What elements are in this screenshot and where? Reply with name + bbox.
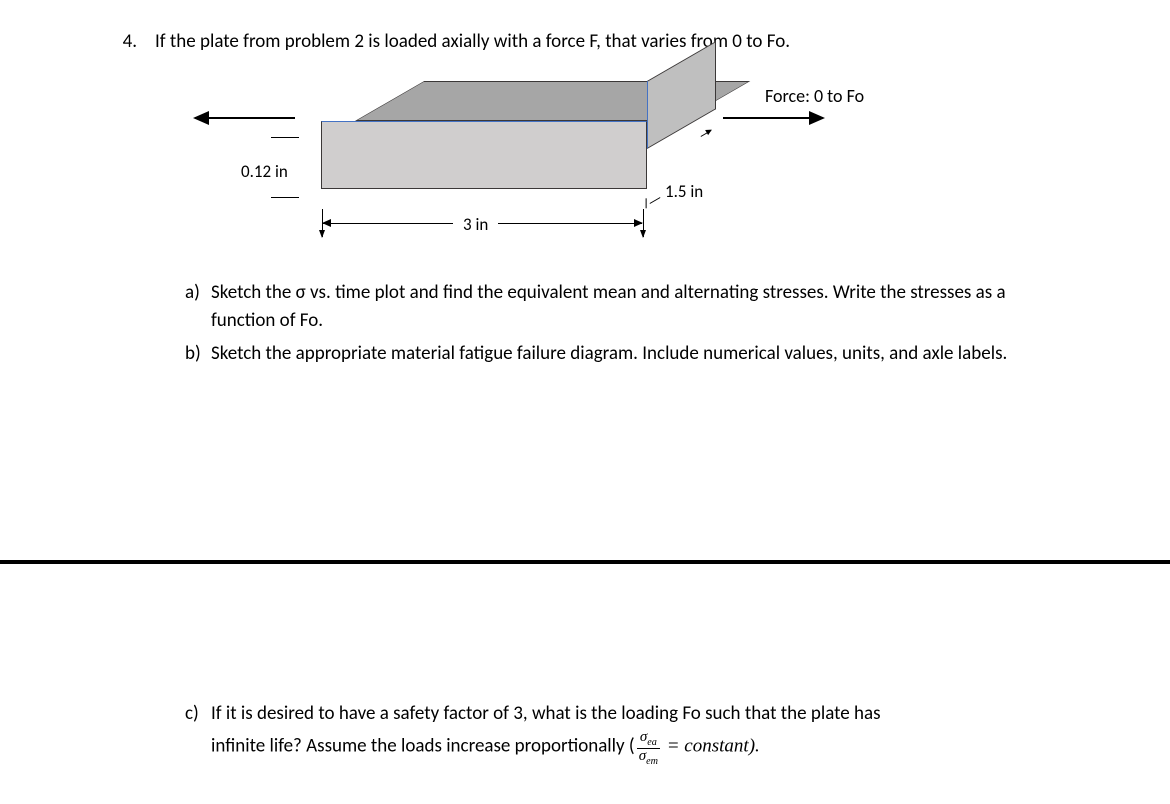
depth-label: 1.5 in <box>665 181 703 202</box>
part-letter: c) <box>185 700 211 766</box>
part-letter: a) <box>185 279 211 334</box>
part-a: a) Sketch the σ vs. time plot and find t… <box>185 279 1055 334</box>
problem-number: 4. <box>115 30 145 53</box>
problem-stem: 4. If the plate from problem 2 is loaded… <box>115 30 1055 53</box>
right-force-arrow <box>723 117 823 119</box>
width-tick <box>643 209 644 237</box>
width-label: 3 in <box>453 214 498 235</box>
fraction: σeaσem <box>637 730 660 768</box>
parts-list: a) Sketch the σ vs. time plot and find t… <box>115 279 1055 368</box>
part-c: c) If it is desired to have a safety fac… <box>185 700 1055 768</box>
left-force-arrow <box>195 117 295 119</box>
plate-front-face <box>321 121 647 189</box>
thickness-tick <box>271 197 299 198</box>
part-c-line2-pre: infinite life? Assume the loads increase… <box>211 734 635 757</box>
thickness-label: 0.12 in <box>241 161 288 182</box>
frac-den: σ <box>639 748 646 764</box>
frac-den-sub: em <box>646 756 658 767</box>
part-c-line1: If it is desired to have a safety factor… <box>211 702 881 725</box>
depth-tick <box>650 197 661 204</box>
part-letter: b) <box>185 340 211 368</box>
part-a-text: Sketch the σ vs. time plot and find the … <box>211 279 1055 334</box>
depth-tick <box>701 130 712 137</box>
plate-figure: Force: 0 to Fo 0.12 in 1.5 in 3 in <box>185 81 985 261</box>
part-b: b) Sketch the appropriate material fatig… <box>185 340 1055 368</box>
part-c-line2-post: = constant). <box>662 735 760 756</box>
page-divider <box>0 560 1170 564</box>
thickness-tick <box>271 137 299 138</box>
problem-text: If the plate from problem 2 is loaded ax… <box>145 30 1055 53</box>
force-label: Force: 0 to Fo <box>765 85 864 107</box>
frac-num-sub: ea <box>647 737 657 748</box>
part-b-text: Sketch the appropriate material fatigue … <box>211 340 1055 368</box>
part-c-body: If it is desired to have a safety factor… <box>211 700 1055 766</box>
